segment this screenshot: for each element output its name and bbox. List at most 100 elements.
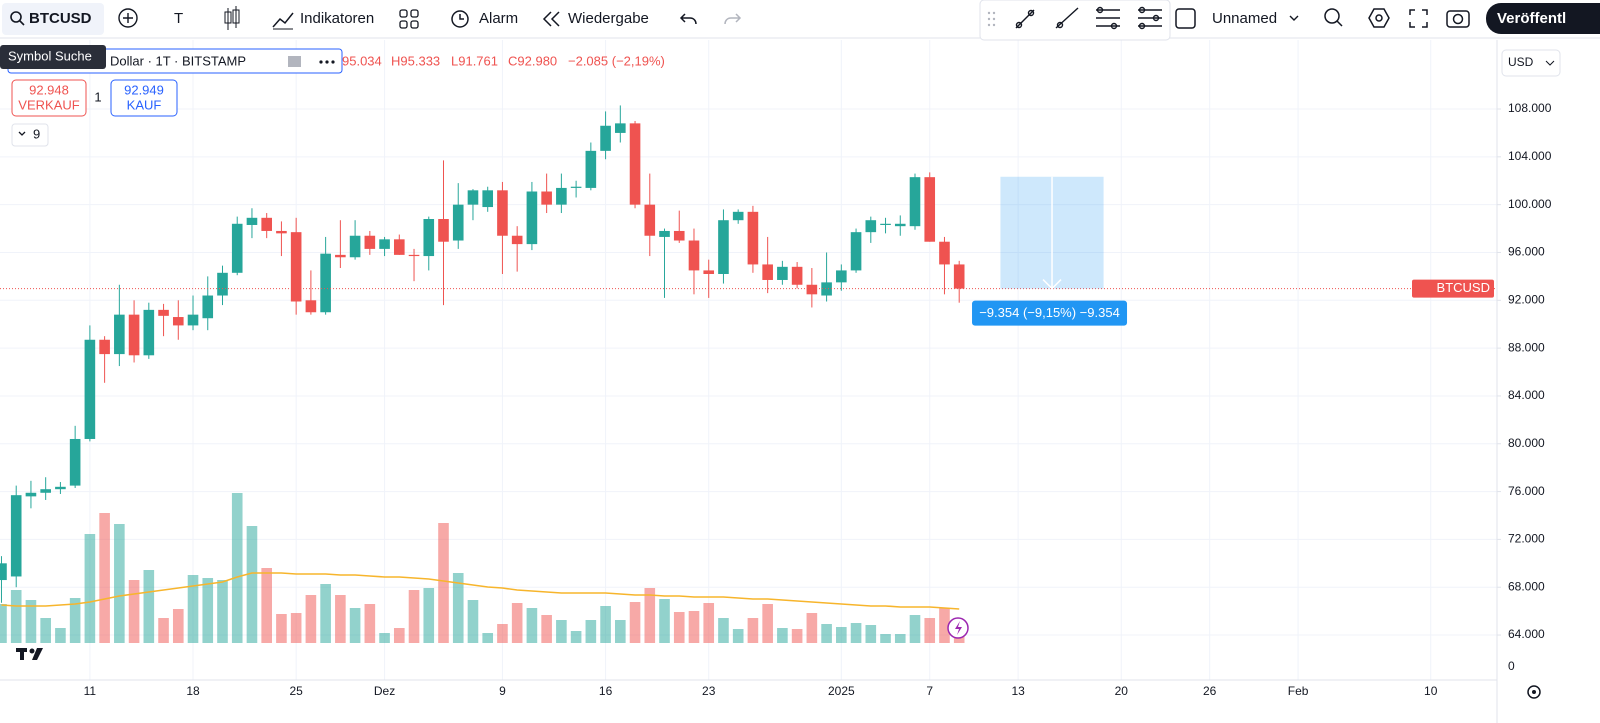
replay-label: Wiedergabe [568, 10, 649, 27]
volume-bar [187, 575, 199, 643]
candle-body [732, 211, 744, 221]
settings-toolbar-button[interactable] [1368, 8, 1390, 28]
candle-body [55, 486, 66, 490]
fib-tool[interactable] [1096, 6, 1120, 30]
candle-body [924, 177, 936, 242]
candle-body [615, 123, 626, 133]
layout-checkbox[interactable] [1175, 8, 1196, 29]
candle-body [909, 177, 921, 227]
quick-search-button[interactable] [1324, 8, 1343, 27]
volume-bar [364, 604, 376, 643]
fullscreen-button[interactable] [1409, 9, 1428, 28]
interval-button[interactable]: T [174, 10, 183, 27]
replay-button[interactable]: Wiedergabe [542, 10, 649, 27]
candle-body [703, 270, 715, 274]
volume-bar [600, 606, 611, 643]
volume-bar [703, 603, 715, 643]
layout-menu[interactable]: Unnamed [1212, 10, 1299, 27]
y-tick-label: 80.000 [1508, 436, 1545, 450]
templates-button[interactable] [399, 9, 419, 29]
redo-button[interactable] [724, 13, 742, 25]
buy-button[interactable]: 92.949 KAUF [110, 79, 178, 117]
candle-body [202, 295, 214, 319]
legend-close: C92.980 [508, 53, 557, 68]
y-tick-label: 72.000 [1508, 532, 1545, 546]
undo-button[interactable] [679, 13, 697, 25]
candle-body [600, 125, 611, 151]
compare-button[interactable] [118, 8, 138, 28]
candle-body [423, 219, 435, 257]
legend-more[interactable] [319, 60, 335, 64]
volume-bar [99, 513, 110, 643]
candle-body [349, 235, 361, 258]
symbol-search[interactable]: BTCUSD [2, 3, 104, 35]
candle-body [541, 191, 552, 205]
ray-tool[interactable] [1055, 7, 1079, 29]
volume-bar [732, 629, 744, 643]
sell-button[interactable]: 92.948 VERKAUF [11, 79, 87, 117]
volume-bar [865, 625, 877, 643]
y-tick-label: 92.000 [1508, 292, 1545, 306]
currency-selector[interactable]: USD [1501, 49, 1561, 77]
volume-bar [25, 600, 37, 643]
alert-button[interactable]: Alarm [451, 10, 518, 28]
flash-icon[interactable] [947, 617, 969, 639]
volume-bar [379, 633, 390, 643]
measure-arrowhead [1042, 279, 1062, 290]
volume-bar [143, 570, 155, 643]
pitchfork-tool[interactable] [1138, 6, 1162, 30]
volume-layer [0, 493, 965, 643]
x-tick-label: 7 [926, 684, 933, 698]
candle-body [10, 495, 22, 577]
candle-body [276, 230, 287, 234]
y-tick-label: 100.000 [1508, 197, 1552, 211]
candle-body [408, 254, 420, 257]
chart-type-button[interactable] [224, 6, 240, 30]
buy-price: 92.949 [124, 82, 164, 97]
x-tick-label: 18 [186, 684, 200, 698]
candle-body [894, 223, 906, 227]
indicators-count: 9 [33, 126, 40, 141]
volume-bar [69, 598, 81, 643]
volume-bar [10, 590, 22, 643]
alert-label: Alarm [479, 10, 518, 27]
volume-bar [408, 590, 420, 643]
candle-body [644, 204, 656, 236]
candle-body [659, 230, 670, 237]
trend-line-tool[interactable] [1015, 9, 1035, 29]
x-tick-label: 16 [599, 684, 613, 698]
volume-bar [246, 526, 258, 643]
publish-button[interactable]: Veröffentl [1486, 3, 1600, 34]
measure-label: −9.354 (−9,15%) −9.354 [979, 305, 1120, 320]
candle-body [452, 204, 464, 241]
candle-body [526, 191, 538, 245]
sell-label: VERKAUF [18, 97, 79, 112]
candle-body [497, 190, 508, 236]
tooltip-text: Symbol Suche [8, 48, 92, 63]
indicators-label: Indikatoren [300, 10, 374, 27]
symbol-badge [1412, 279, 1494, 298]
candle-body [114, 314, 125, 355]
indicators-button[interactable]: Indikatoren [272, 10, 374, 30]
candle-body [393, 239, 405, 255]
volume-bar [939, 608, 950, 643]
indicators-toggle[interactable]: 9 [11, 123, 49, 147]
volume-bar [320, 584, 331, 643]
volume-bar [894, 634, 906, 643]
candle-body [320, 253, 331, 313]
candle-body [718, 220, 729, 274]
volume-bar [791, 629, 803, 643]
settings-button[interactable] [1527, 685, 1541, 699]
candle-body [231, 223, 243, 273]
candle-body [290, 232, 302, 302]
candle-body [438, 219, 449, 242]
volume-bar [231, 493, 243, 643]
drawing-toolbar [979, 0, 1171, 41]
screenshot-button[interactable] [1446, 10, 1470, 28]
candle-body [688, 240, 700, 271]
legend-open: 95.034 [342, 53, 382, 68]
tv-logo [16, 648, 43, 660]
volume-bar [349, 608, 361, 643]
volume-bar [511, 603, 523, 643]
x-tick-label: 23 [702, 684, 716, 698]
